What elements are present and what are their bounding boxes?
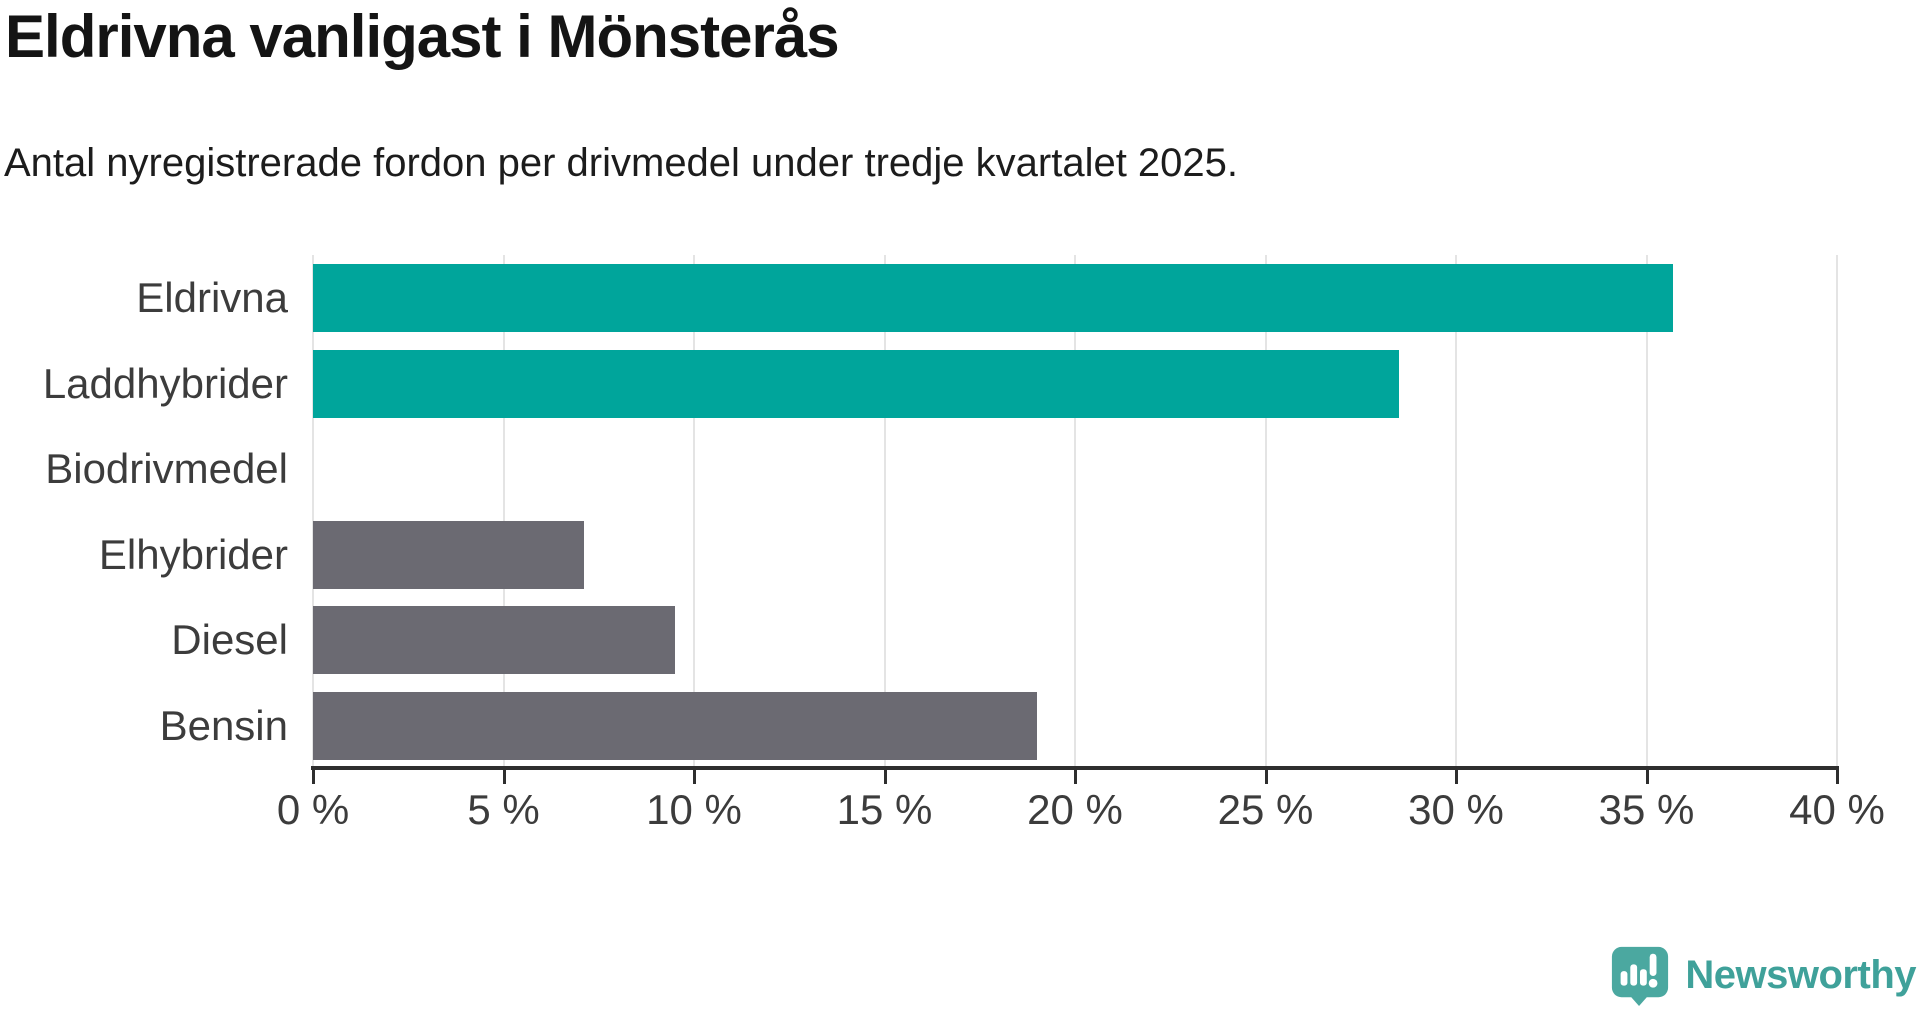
gridline [883, 255, 886, 768]
axis-tick-label: 20 % [1027, 786, 1123, 833]
axis-tick [1645, 770, 1649, 784]
axis-tick-label: 10 % [646, 786, 742, 833]
gridline [502, 255, 505, 768]
bar-diesel [313, 606, 675, 675]
axis-tick [312, 770, 315, 784]
axis-tick-label: 35 % [1598, 786, 1695, 833]
newsworthy-logo: Newsworthy [1609, 944, 1916, 1006]
axis-tick-label: 15 % [836, 786, 933, 833]
gridline [312, 255, 314, 768]
chart-title: Eldrivna vanligast i Mönsterås [5, 3, 840, 70]
bar-eldrivna [313, 264, 1674, 332]
axis-tick [693, 770, 696, 784]
exclamation-bar [1650, 953, 1657, 976]
axis-tick-label: 30 % [1408, 786, 1504, 833]
bar-bensin [313, 692, 1037, 760]
gridline [1645, 255, 1648, 768]
newsworthy-logo-icon [1612, 946, 1669, 1006]
axis-tick [883, 770, 887, 784]
bar-chart-glyph [1621, 953, 1658, 988]
gridline [693, 255, 695, 768]
gridline [1074, 255, 1076, 768]
category-label: Elhybrider [98, 530, 288, 578]
axis-tick [1264, 770, 1268, 784]
axis-tick [1455, 770, 1458, 784]
plot-area [312, 255, 1838, 768]
category-label: Bensin [159, 702, 288, 749]
bar-elhybrider [313, 520, 584, 589]
axis-tick-label: 0 % [276, 786, 350, 833]
bar-laddhybrider [313, 349, 1399, 418]
category-label: Eldrivna [136, 274, 288, 321]
exclamation-dot [1649, 978, 1658, 988]
category-label: Laddhybrider [42, 359, 288, 407]
gridline [1836, 255, 1838, 768]
gridline [1455, 255, 1457, 768]
category-label: Biodrivmedel [45, 445, 288, 493]
chart-subtitle: Antal nyregistrerade fordon per drivmede… [4, 141, 1239, 185]
gridline [1264, 255, 1267, 768]
axis-tick [1074, 770, 1077, 784]
axis-tick-label: 40 % [1789, 786, 1885, 833]
axis-tick [502, 770, 506, 784]
axis-tick-label: 5 % [467, 786, 540, 833]
category-label: Diesel [171, 616, 288, 664]
axis-tick-label: 25 % [1217, 786, 1314, 833]
y-axis-category-labels: Eldrivna Laddhybrider Biodrivmedel Elhybrid… [0, 255, 288, 768]
x-axis-line [311, 766, 1839, 770]
newsworthy-logo-text: Newsworthy [1685, 952, 1916, 997]
axis-tick [1836, 770, 1839, 784]
